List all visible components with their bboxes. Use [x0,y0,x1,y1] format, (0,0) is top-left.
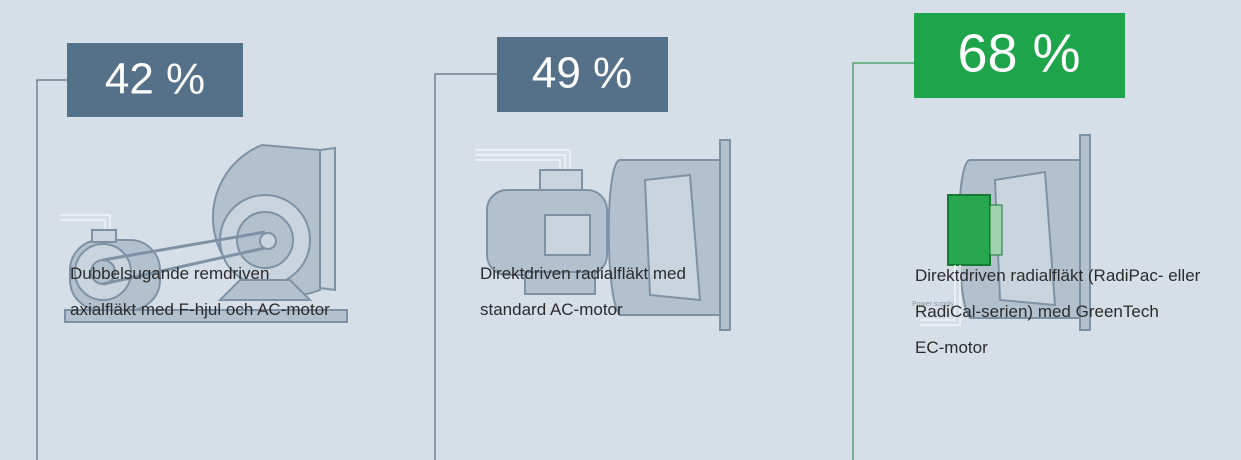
percent-box [67,43,243,117]
bracket-line [36,79,67,460]
percent-box [497,37,668,112]
description: RadiCal-serien) med GreenTech [915,302,1159,321]
percent-box [914,13,1125,98]
fan-illustration [60,143,348,323]
description: EC-motor [915,338,988,357]
power-supply-label: Power supply [912,301,955,308]
description: Direktdriven radialfläkt med [480,264,686,283]
bracket-line [852,62,914,460]
percent-label: 68 % [957,23,1080,83]
description: axialfläkt med F-hjul och AC-motor [70,300,330,319]
description: standard AC-motor [480,300,623,319]
fan-illustration [475,139,731,331]
percent-label: 49 % [532,49,632,98]
bracket-line [434,73,497,460]
description: Dubbelsugande remdriven [70,264,269,283]
fan-illustration: Power supply [912,134,1091,331]
description: Direktdriven radialfläkt (RadiPac- eller [915,266,1201,285]
percent-label: 42 % [105,55,205,104]
